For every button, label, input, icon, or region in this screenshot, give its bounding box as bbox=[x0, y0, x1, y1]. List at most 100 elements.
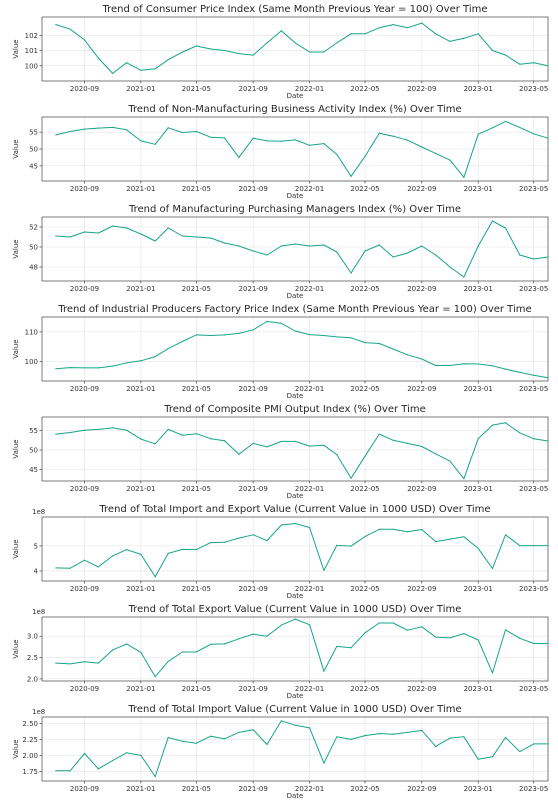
data-point bbox=[294, 330, 296, 332]
data-point bbox=[112, 759, 114, 762]
y-axis-label: Value bbox=[12, 339, 20, 358]
data-point bbox=[266, 446, 268, 448]
data-point bbox=[421, 729, 423, 732]
data-point bbox=[547, 377, 549, 379]
data-point bbox=[364, 455, 366, 457]
x-tick-label: 2023-01 bbox=[464, 485, 493, 493]
data-point bbox=[223, 440, 226, 442]
data-point bbox=[154, 355, 156, 358]
data-point bbox=[435, 453, 437, 455]
data-point bbox=[533, 743, 535, 745]
data-point bbox=[336, 336, 338, 338]
data-point bbox=[167, 660, 169, 662]
data-point bbox=[323, 334, 325, 337]
x-tick-label: 2020-09 bbox=[70, 385, 99, 393]
data-point bbox=[449, 737, 451, 739]
data-point bbox=[280, 30, 282, 32]
x-tick-label: 2023-01 bbox=[464, 385, 493, 393]
data-point bbox=[336, 645, 338, 648]
data-point bbox=[308, 727, 311, 729]
data-point bbox=[378, 433, 380, 435]
x-tick-label: 2021-05 bbox=[182, 485, 211, 493]
x-tick-label: 2023-01 bbox=[464, 285, 493, 293]
data-point bbox=[308, 445, 311, 447]
x-tick-label: 2021-01 bbox=[126, 85, 155, 93]
data-point bbox=[533, 545, 535, 547]
data-point bbox=[533, 642, 535, 645]
x-tick-label: 2021-09 bbox=[239, 785, 268, 793]
data-point bbox=[421, 358, 423, 360]
data-point bbox=[350, 175, 352, 177]
data-point bbox=[154, 576, 156, 578]
data-point bbox=[392, 24, 394, 26]
data-point bbox=[364, 155, 366, 158]
x-tick-label: 2023-01 bbox=[464, 685, 493, 693]
y-axis-label: Value bbox=[12, 239, 20, 258]
data-point bbox=[223, 541, 226, 543]
x-axis-label: Date bbox=[287, 792, 304, 800]
data-point bbox=[112, 225, 114, 227]
chart-title: Trend of Composite PMI Output Index (%) … bbox=[163, 404, 426, 415]
data-point bbox=[181, 235, 184, 237]
data-point bbox=[504, 422, 507, 424]
data-point bbox=[210, 438, 212, 440]
series-line bbox=[55, 523, 548, 578]
data-point bbox=[435, 254, 437, 256]
data-point bbox=[55, 662, 57, 664]
data-point bbox=[280, 440, 282, 443]
data-point bbox=[392, 439, 394, 441]
data-point bbox=[252, 633, 254, 635]
data-point bbox=[406, 731, 409, 733]
data-point bbox=[519, 545, 521, 547]
data-point bbox=[350, 33, 352, 35]
y-tick-label: 2.25 bbox=[22, 736, 38, 744]
x-tick-label: 2021-09 bbox=[239, 585, 268, 593]
data-point bbox=[449, 637, 451, 639]
data-point bbox=[210, 735, 212, 737]
y-tick-label: 2.0 bbox=[27, 675, 38, 683]
data-point bbox=[323, 670, 325, 672]
data-point bbox=[378, 342, 380, 345]
y-tick-label: 55 bbox=[29, 129, 38, 137]
data-point bbox=[238, 638, 240, 640]
data-point bbox=[266, 42, 268, 44]
data-point bbox=[238, 245, 240, 247]
x-tick-label: 2023-05 bbox=[519, 685, 548, 693]
x-tick-label: 2021-09 bbox=[239, 285, 268, 293]
data-point bbox=[463, 478, 465, 480]
data-point bbox=[336, 454, 338, 456]
data-point bbox=[210, 334, 212, 337]
data-point bbox=[97, 768, 99, 770]
data-point bbox=[238, 156, 240, 159]
data-point bbox=[533, 258, 535, 260]
x-tick-label: 2021-01 bbox=[126, 185, 155, 193]
x-tick-label: 2022-09 bbox=[407, 685, 436, 693]
data-point bbox=[491, 756, 494, 758]
data-point bbox=[223, 334, 226, 336]
y-tick-label: 48 bbox=[29, 264, 38, 272]
data-point bbox=[69, 431, 71, 434]
x-tick-label: 2022-01 bbox=[295, 285, 324, 293]
data-point bbox=[533, 133, 535, 135]
x-axis-label: Date bbox=[287, 192, 304, 200]
y-tick-label: 50 bbox=[29, 446, 38, 454]
data-point bbox=[364, 734, 366, 737]
y-tick-label: 110 bbox=[25, 328, 38, 336]
x-tick-label: 2021-05 bbox=[182, 385, 211, 393]
x-tick-label: 2022-01 bbox=[295, 685, 324, 693]
y-tick-label: 3.0 bbox=[27, 633, 38, 641]
data-point bbox=[97, 127, 99, 129]
data-point bbox=[533, 62, 535, 64]
data-point bbox=[406, 252, 409, 254]
data-point bbox=[435, 152, 437, 154]
data-point bbox=[477, 438, 479, 440]
data-point bbox=[378, 132, 380, 134]
data-point bbox=[266, 743, 268, 746]
data-point bbox=[112, 427, 114, 429]
x-tick-label: 2023-05 bbox=[519, 485, 548, 493]
y-tick-label: 2.50 bbox=[22, 720, 38, 728]
plot-frame bbox=[41, 516, 549, 582]
data-point bbox=[125, 429, 128, 431]
data-point bbox=[140, 140, 142, 142]
